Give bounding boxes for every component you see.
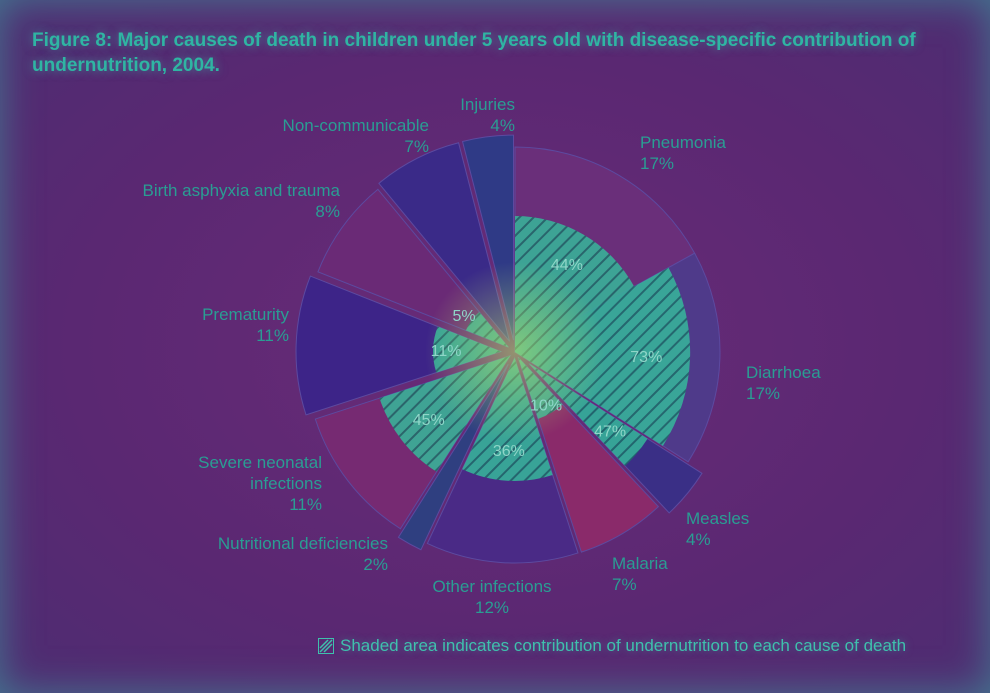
category-label: Other infections 12% (432, 577, 551, 617)
undernutrition-pct-label: 45% (413, 412, 445, 429)
category-label: Birth asphyxia and trauma 8% (143, 181, 341, 221)
category-label: Diarrhoea 17% (746, 363, 821, 403)
hatch-swatch-icon (318, 638, 334, 654)
undernutrition-pct-label: 44% (551, 257, 583, 274)
legend-text: Shaded area indicates contribution of un… (340, 636, 907, 655)
category-label: Prematurity 11% (202, 305, 289, 345)
category-label: Malaria 7% (612, 554, 668, 594)
undernutrition-pct-label: 73% (630, 349, 662, 366)
undernutrition-pct-label: 36% (493, 443, 525, 460)
chart-title: Figure 8: Major causes of death in child… (32, 30, 916, 76)
category-label: Injuries 4% (460, 95, 515, 135)
undernutrition-pct-label: 10% (530, 398, 562, 415)
undernutrition-pct-label: 47% (594, 424, 626, 441)
category-label: Severe neonatal infections 11% (198, 453, 322, 514)
pie-slice-prematurity (295, 275, 503, 416)
undernutrition-pct-label: 5% (452, 308, 475, 325)
category-label: Nutritional deficiencies 2% (218, 534, 388, 574)
category-label: Non-communicable 7% (283, 116, 429, 156)
category-label: Pneumonia 17% (640, 133, 727, 173)
category-label: Measles 4% (686, 509, 749, 549)
legend: Shaded area indicates contribution of un… (318, 636, 906, 656)
undernutrition-pct-label: 11% (431, 343, 462, 360)
